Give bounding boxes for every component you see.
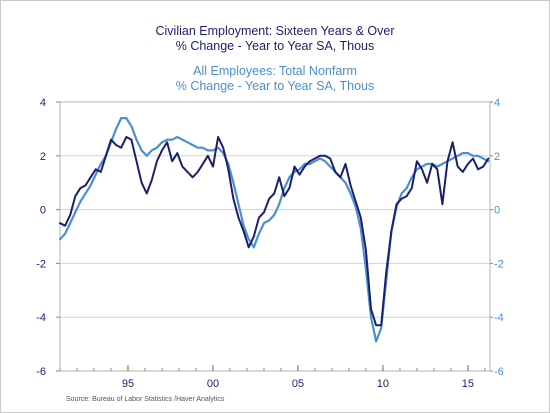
y-tick-label-left: -4 [36, 312, 46, 324]
x-tick-label: 10 [377, 378, 389, 390]
x-tick-label: 15 [462, 378, 474, 390]
plot-border [59, 101, 491, 372]
y-tick-label-right: -4 [494, 312, 504, 324]
series2-subtitle: % Change - Year to Year SA, Thous [175, 79, 375, 93]
x-tick-label: 00 [207, 378, 219, 390]
y-tick-label-right: 2 [494, 151, 500, 163]
y-tick-label-right: 4 [494, 97, 500, 109]
y-tick-label-left: -6 [36, 366, 46, 378]
y-tick-label-left: -2 [36, 258, 46, 270]
series1-subtitle: % Change - Year to Year SA, Thous [175, 39, 375, 53]
chart-titles: Civilian Employment: Sixteen Years & Ove… [0, 24, 550, 94]
y-tick-label-left: 4 [40, 97, 46, 109]
y-tick-label-right: -2 [494, 258, 504, 270]
y-tick-label-left: 0 [40, 205, 46, 217]
x-tick-label: 95 [122, 378, 134, 390]
y-tick-label-right: 0 [494, 205, 500, 217]
series-civilian-employment-line [59, 136, 490, 327]
series-total-nonfarm-line [58, 117, 490, 343]
series2-title: All Employees: Total Nonfarm [193, 64, 357, 78]
y-tick-label-right: -6 [494, 366, 504, 378]
y-tick-label-left: 2 [40, 151, 46, 163]
x-tick-label: 05 [292, 378, 304, 390]
source-note: Source: Bureau of Labor Statistics /Have… [66, 396, 225, 403]
series1-title: Civilian Employment: Sixteen Years & Ove… [155, 24, 395, 38]
